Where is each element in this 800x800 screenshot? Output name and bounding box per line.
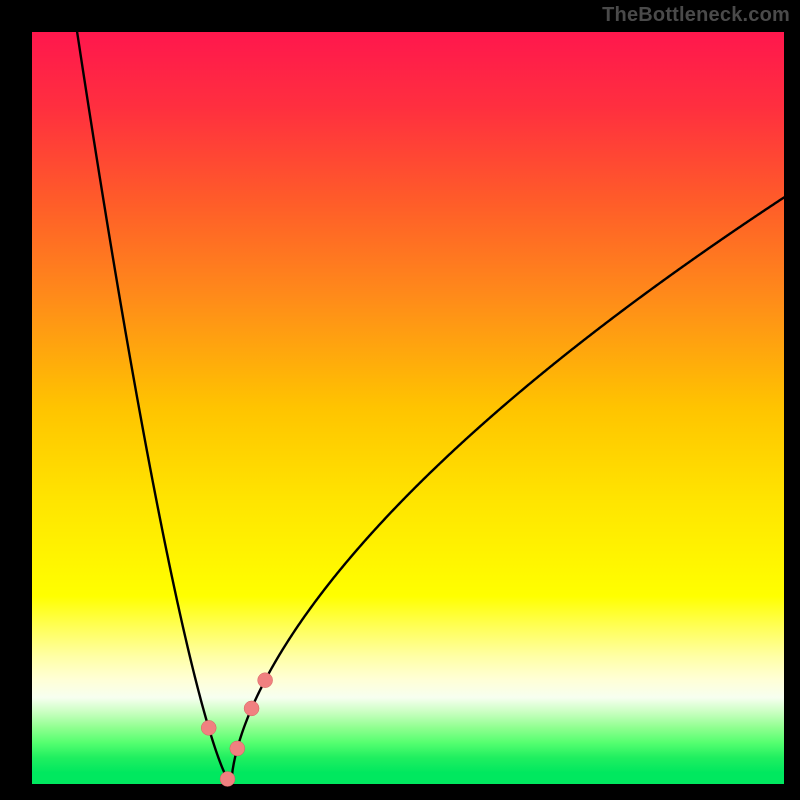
chart-stage: TheBottleneck.com <box>0 0 800 800</box>
curve-marker <box>220 772 235 787</box>
watermark-text: TheBottleneck.com <box>602 4 790 27</box>
curve-marker <box>201 720 216 735</box>
curve-marker <box>258 673 273 688</box>
bottleneck-chart <box>0 0 800 800</box>
curve-marker <box>244 701 259 716</box>
curve-marker <box>230 741 245 756</box>
plot-area <box>32 32 784 784</box>
